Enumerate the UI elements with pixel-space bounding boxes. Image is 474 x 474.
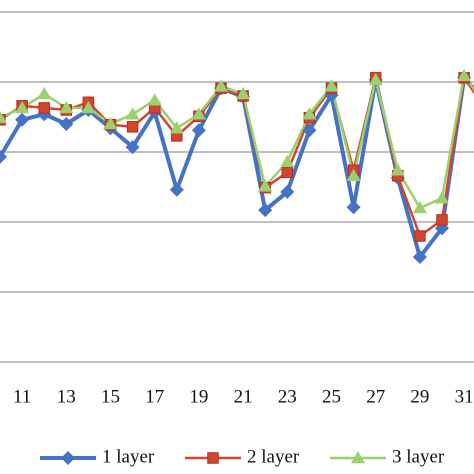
x-tick-label: 13 — [57, 386, 76, 407]
marker — [169, 121, 184, 134]
legend-item: 1 layer — [40, 446, 155, 467]
x-tick-label: 15 — [101, 386, 120, 407]
marker — [214, 79, 228, 92]
x-tick-label: 29 — [410, 386, 429, 407]
legend-item: 2 layer — [185, 446, 300, 467]
marker — [258, 179, 273, 192]
series-line — [0, 76, 474, 238]
marker — [414, 230, 426, 242]
x-tick-label: 19 — [189, 386, 208, 407]
x-tick-label: 31 — [455, 386, 474, 407]
marker — [125, 107, 140, 120]
marker — [0, 110, 7, 123]
legend-label: 3 layer — [392, 446, 445, 467]
marker — [38, 102, 50, 114]
marker — [0, 149, 7, 164]
x-tick-label: 27 — [366, 386, 385, 407]
x-tick-label: 25 — [322, 386, 341, 407]
marker — [346, 168, 361, 182]
marker — [302, 123, 317, 138]
marker — [280, 184, 295, 199]
x-tick-label: 17 — [145, 386, 164, 407]
marker — [281, 166, 294, 179]
marker — [435, 191, 449, 204]
marker — [103, 117, 118, 130]
marker — [346, 200, 361, 215]
marker — [457, 68, 472, 81]
x-tick-label: 21 — [234, 386, 253, 407]
marker — [412, 250, 427, 264]
legend-label: 2 layer — [247, 446, 300, 467]
marker — [258, 203, 273, 218]
marker — [207, 452, 219, 464]
marker — [390, 163, 405, 176]
marker — [59, 117, 74, 131]
marker — [236, 86, 251, 100]
marker — [147, 93, 162, 106]
marker — [368, 72, 383, 86]
x-tick-label: 11 — [13, 386, 31, 407]
legend-label: 1 layer — [102, 446, 155, 467]
marker — [15, 112, 30, 127]
marker — [436, 214, 448, 226]
marker — [125, 140, 140, 155]
marker — [15, 100, 30, 114]
marker — [126, 121, 139, 133]
marker — [59, 100, 74, 114]
marker — [37, 86, 52, 100]
marker — [351, 451, 365, 464]
marker — [81, 100, 96, 114]
marker — [191, 123, 206, 138]
marker — [280, 154, 295, 168]
marker — [412, 201, 427, 214]
x-tick-label: 23 — [278, 386, 297, 407]
marker — [61, 451, 75, 465]
marker — [169, 182, 184, 197]
marker — [324, 79, 339, 92]
legend-item: 3 layer — [330, 446, 445, 467]
marker — [191, 107, 206, 120]
marker — [302, 107, 317, 120]
